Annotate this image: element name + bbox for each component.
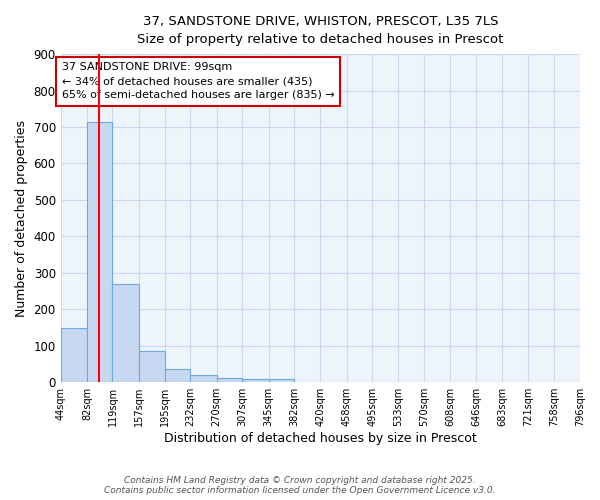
Bar: [112, 284, 139, 382]
Bar: [190, 375, 217, 382]
Title: 37, SANDSTONE DRIVE, WHISTON, PRESCOT, L35 7LS
Size of property relative to deta: 37, SANDSTONE DRIVE, WHISTON, PRESCOT, L…: [137, 15, 503, 46]
Bar: [165, 370, 190, 382]
Bar: [61, 328, 87, 382]
Bar: [139, 351, 165, 382]
X-axis label: Distribution of detached houses by size in Prescot: Distribution of detached houses by size …: [164, 432, 477, 445]
Bar: [87, 122, 112, 382]
Text: 37 SANDSTONE DRIVE: 99sqm
← 34% of detached houses are smaller (435)
65% of semi: 37 SANDSTONE DRIVE: 99sqm ← 34% of detac…: [62, 62, 335, 100]
Bar: [217, 378, 242, 382]
Bar: [269, 378, 294, 382]
Text: Contains HM Land Registry data © Crown copyright and database right 2025.
Contai: Contains HM Land Registry data © Crown c…: [104, 476, 496, 495]
Y-axis label: Number of detached properties: Number of detached properties: [15, 120, 28, 316]
Bar: [242, 378, 269, 382]
